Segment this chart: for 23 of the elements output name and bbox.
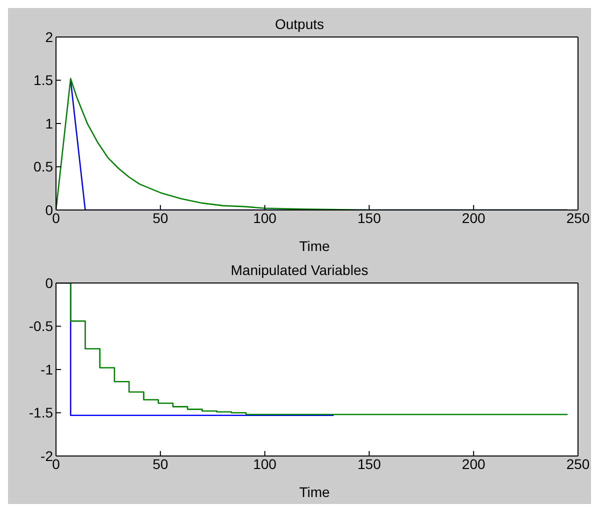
y-tick-label: 1.5: [34, 72, 54, 88]
y-tick-label: 1: [45, 115, 54, 132]
x-tick-label: 50: [152, 210, 168, 226]
x-tick-label: 250: [566, 456, 590, 472]
x-tick-label: 150: [358, 210, 382, 226]
x-tick-label: 100: [253, 210, 277, 226]
x-tick-label: 100: [253, 456, 277, 472]
y-tick-label: -1.5: [28, 404, 54, 421]
chart-title: Manipulated Variables: [230, 262, 368, 278]
chart-title: Outputs: [274, 16, 324, 32]
y-tick-label: 0: [45, 274, 54, 291]
y-tick-label: -2: [40, 448, 54, 464]
y-tick-label: -0.5: [28, 318, 54, 334]
x-axis-title: Time: [298, 238, 331, 254]
x-tick-label: 250: [566, 210, 590, 226]
y-tick-label: -1: [40, 361, 54, 378]
x-tick-label: 150: [358, 456, 382, 472]
y-tick-label: 0.5: [34, 158, 54, 175]
x-axis-title: Time: [298, 484, 331, 500]
x-tick-label: 200: [462, 210, 486, 226]
x-tick-label: 200: [462, 456, 486, 472]
y-tick-label: 2: [45, 28, 54, 45]
x-tick-label: 50: [152, 456, 168, 472]
